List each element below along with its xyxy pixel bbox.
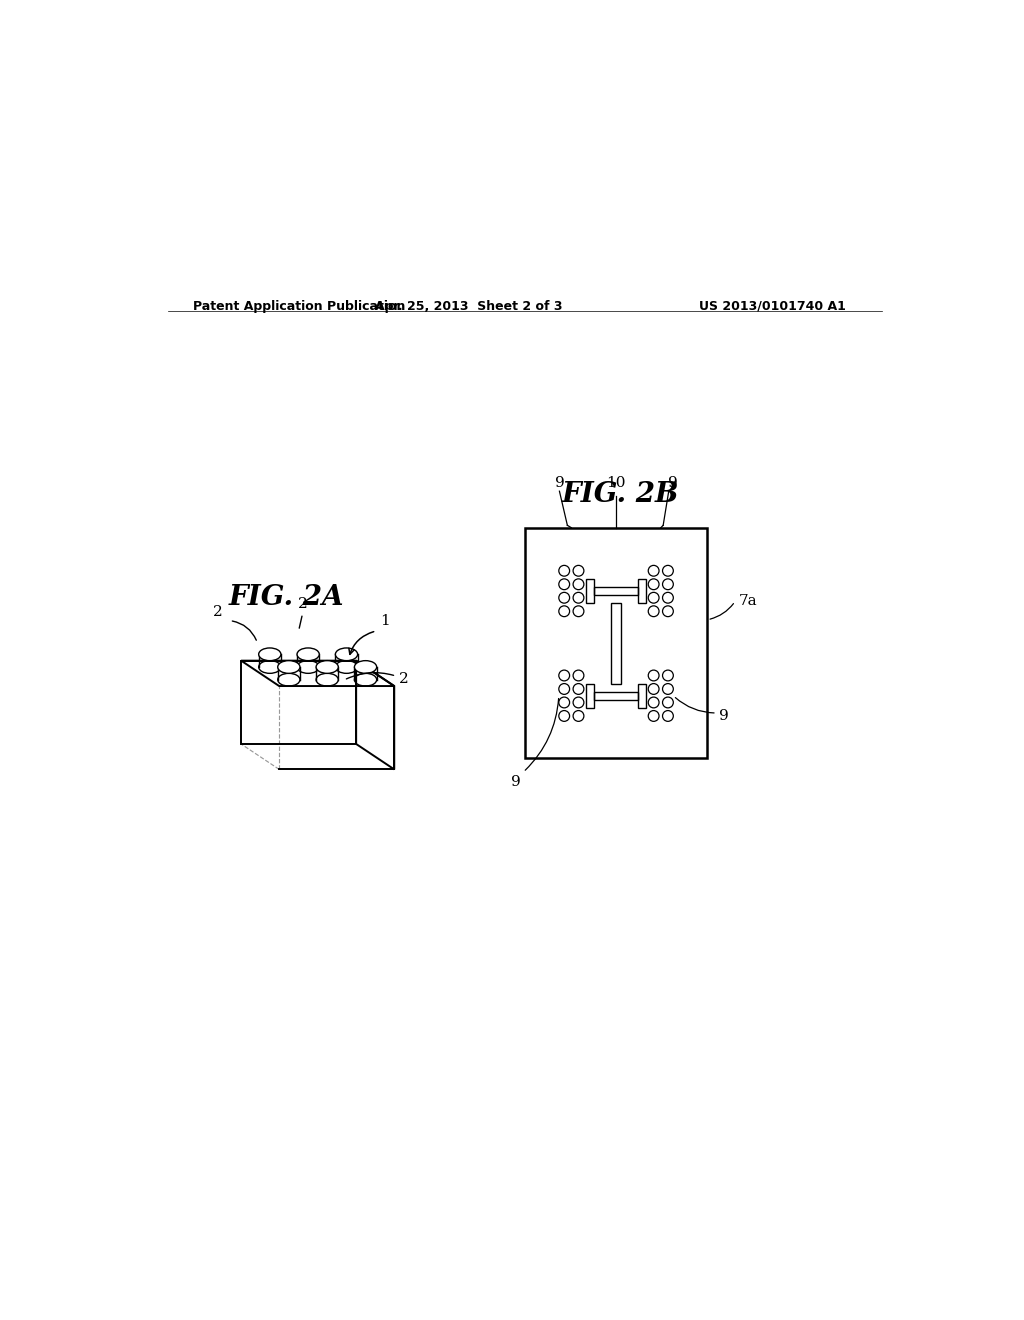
Text: FIG. 2A: FIG. 2A — [229, 583, 344, 611]
Text: 2: 2 — [213, 605, 222, 619]
Ellipse shape — [259, 648, 281, 660]
Text: Patent Application Publication: Patent Application Publication — [194, 300, 406, 313]
Bar — [611, 603, 621, 684]
Bar — [638, 684, 646, 708]
Ellipse shape — [297, 648, 319, 660]
Text: FIG. 2B: FIG. 2B — [561, 480, 679, 508]
Bar — [587, 684, 594, 708]
Text: 9: 9 — [555, 475, 564, 490]
Ellipse shape — [336, 648, 357, 660]
Bar — [594, 587, 638, 595]
Ellipse shape — [316, 660, 338, 673]
Text: Apr. 25, 2013  Sheet 2 of 3: Apr. 25, 2013 Sheet 2 of 3 — [376, 300, 563, 313]
Ellipse shape — [278, 660, 300, 673]
Bar — [524, 528, 708, 758]
Bar — [638, 579, 646, 603]
Text: US 2013/0101740 A1: US 2013/0101740 A1 — [699, 300, 846, 313]
Text: 2: 2 — [399, 672, 410, 685]
Bar — [594, 692, 638, 700]
Text: 10: 10 — [606, 475, 626, 490]
Text: 1: 1 — [380, 614, 390, 628]
Text: 9: 9 — [719, 709, 729, 723]
Text: 2: 2 — [298, 597, 307, 611]
Bar — [587, 579, 594, 603]
Text: 7a: 7a — [739, 594, 758, 609]
Text: 9: 9 — [668, 475, 678, 490]
Ellipse shape — [354, 660, 377, 673]
Text: 9: 9 — [511, 775, 521, 789]
